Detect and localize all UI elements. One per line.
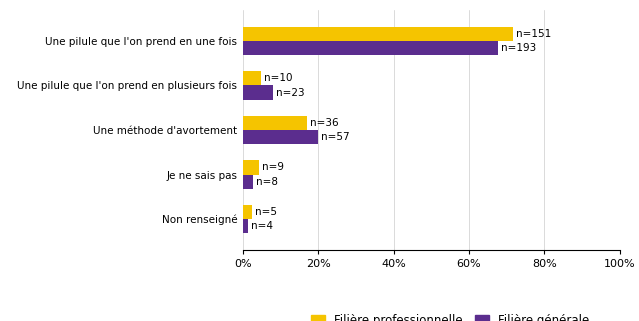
Bar	[243, 160, 259, 175]
Text: n=57: n=57	[321, 132, 350, 142]
Text: n=193: n=193	[501, 43, 536, 53]
Legend: Filière professionnelle, Filière générale: Filière professionnelle, Filière général…	[306, 309, 594, 321]
Text: n=151: n=151	[516, 29, 551, 39]
Text: n=36: n=36	[310, 118, 339, 128]
Bar	[243, 205, 252, 219]
Text: n=9: n=9	[262, 162, 284, 172]
Bar	[243, 130, 318, 144]
Bar	[243, 116, 307, 130]
Text: n=10: n=10	[264, 73, 292, 83]
Bar	[243, 41, 498, 55]
Text: n=23: n=23	[276, 88, 305, 98]
Bar	[243, 219, 248, 233]
Text: n=5: n=5	[255, 207, 277, 217]
Bar	[243, 71, 261, 85]
Text: n=8: n=8	[256, 177, 279, 187]
Text: n=4: n=4	[251, 221, 273, 231]
Bar	[243, 175, 254, 189]
Bar	[243, 27, 512, 41]
Bar	[243, 85, 273, 100]
